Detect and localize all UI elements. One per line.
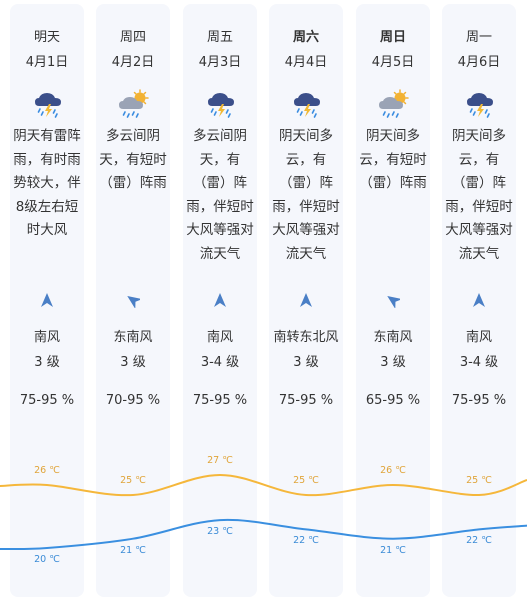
- low-temp-label: 20 ℃: [34, 554, 60, 565]
- wind-direction: 南风: [206, 330, 233, 345]
- low-temp-label: 21 ℃: [120, 544, 146, 556]
- wind-northwest-arrow-icon: [127, 295, 140, 308]
- wind-level: 3 级: [120, 355, 146, 370]
- thunderstorm-icon: [467, 93, 493, 118]
- day-label: 周五: [206, 30, 233, 45]
- weather-description: 阴天间多云，有（雷）阵雨，伴短时大风等强对流天气: [445, 128, 513, 262]
- thunderstorm-icon: [208, 93, 234, 118]
- date-label: 4月6日: [457, 55, 501, 70]
- high-temp-label: 25 ℃: [120, 475, 146, 486]
- forecast-day-card: 周五 4月3日 多云间阴天，有（雷）阵雨，伴短时大风等强对流天气 南风 3-4 …: [183, 4, 257, 597]
- wind-north-arrow-icon: [300, 293, 312, 307]
- high-temp-label: 26 ℃: [380, 465, 406, 476]
- wind-direction: 东南风: [373, 330, 413, 345]
- forecast-day-card: 明天 4月1日 阴天有雷阵雨，有时雨势较大，伴8级左右短时大风 南风 3 级 7…: [10, 4, 84, 597]
- wind-level: 3-4 级: [459, 355, 499, 370]
- weather-description: 多云间阴天，有短时（雷）阵雨: [99, 128, 167, 191]
- low-temp-label: 22 ℃: [466, 535, 492, 547]
- forecast-day-card: 周六 4月4日 阴天间多云，有（雷）阵雨，伴短时大风等强对流天气 南转东北风 3…: [269, 4, 343, 597]
- weather-description: 阴天有雷阵雨，有时雨势较大，伴8级左右短时大风: [13, 128, 81, 238]
- day-label: 周日: [379, 30, 406, 45]
- low-temp-label: 21 ℃: [380, 544, 406, 556]
- forecast-day-card: 周四 4月2日 多云间阴天，有短时（雷）阵雨 东南风 3 级 70-95 % 2…: [96, 4, 170, 597]
- day-label: 周六: [292, 30, 319, 45]
- humidity: 75-95 %: [278, 393, 334, 408]
- wind-north-arrow-icon: [214, 293, 226, 307]
- wind-northwest-arrow-icon: [387, 295, 400, 308]
- humidity: 70-95 %: [105, 393, 161, 408]
- forecast-day-card: 周一 4月6日 阴天间多云，有（雷）阵雨，伴短时大风等强对流天气 南风 3-4 …: [442, 4, 516, 597]
- day-label: 周一: [465, 30, 492, 45]
- humidity: 75-95 %: [192, 393, 248, 408]
- wind-north-arrow-icon: [41, 293, 53, 307]
- humidity: 65-95 %: [365, 393, 421, 408]
- high-temp-label: 25 ℃: [466, 475, 492, 486]
- day-label: 周四: [119, 30, 146, 45]
- wind-level: 3-4 级: [200, 355, 240, 370]
- wind-level: 3 级: [293, 355, 319, 370]
- date-label: 4月4日: [284, 55, 328, 70]
- humidity: 75-95 %: [451, 393, 507, 408]
- cloudy-sun-rain-icon: [379, 89, 409, 118]
- thunderstorm-icon: [294, 93, 320, 118]
- wind-level: 3 级: [34, 355, 60, 370]
- weather-description: 阴天间多云，有短时（雷）阵雨: [359, 128, 427, 191]
- thunderstorm-icon: [35, 93, 61, 118]
- cloudy-sun-rain-icon: [119, 89, 149, 118]
- wind-direction: 南风: [33, 330, 60, 345]
- day-label: 明天: [33, 30, 60, 45]
- high-temp-label: 27 ℃: [207, 455, 233, 466]
- forecast-day-card: 周日 4月5日 阴天间多云，有短时（雷）阵雨 东南风 3 级 65-95 % 2…: [356, 4, 430, 597]
- wind-direction: 东南风: [113, 330, 153, 345]
- weather-description: 多云间阴天，有（雷）阵雨，伴短时大风等强对流天气: [186, 128, 254, 262]
- weather-description: 阴天间多云，有（雷）阵雨，伴短时大风等强对流天气: [272, 128, 340, 262]
- wind-direction: 南风: [465, 330, 492, 345]
- low-temp-label: 22 ℃: [293, 535, 319, 547]
- date-label: 4月1日: [25, 55, 69, 70]
- high-temp-label: 25 ℃: [293, 475, 319, 486]
- high-temp-label: 26 ℃: [34, 465, 60, 476]
- wind-north-arrow-icon: [473, 293, 485, 307]
- low-temp-label: 23 ℃: [207, 526, 233, 538]
- humidity: 75-95 %: [19, 393, 75, 408]
- date-label: 4月5日: [371, 55, 415, 70]
- wind-direction: 南转东北风: [273, 330, 339, 345]
- date-label: 4月3日: [198, 55, 242, 70]
- wind-level: 3 级: [380, 355, 406, 370]
- date-label: 4月2日: [111, 55, 155, 70]
